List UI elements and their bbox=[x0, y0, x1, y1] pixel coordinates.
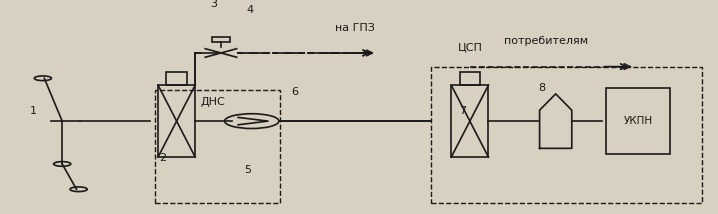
Text: 2: 2 bbox=[159, 153, 166, 163]
Bar bbox=[606, 88, 670, 154]
Text: 6: 6 bbox=[291, 87, 298, 97]
Text: 5: 5 bbox=[245, 165, 251, 175]
Bar bbox=[452, 85, 488, 157]
Bar bbox=[212, 37, 230, 42]
Text: ДНС: ДНС bbox=[200, 97, 225, 107]
Bar bbox=[167, 72, 187, 85]
Text: потребителям: потребителям bbox=[504, 36, 589, 46]
Bar bbox=[431, 67, 702, 203]
Text: УКПН: УКПН bbox=[623, 116, 653, 126]
Bar bbox=[155, 90, 280, 203]
Text: 7: 7 bbox=[459, 106, 466, 116]
Text: 3: 3 bbox=[210, 0, 218, 9]
Text: 4: 4 bbox=[246, 5, 253, 15]
Bar bbox=[460, 72, 480, 85]
Text: на ГПЗ: на ГПЗ bbox=[335, 23, 376, 33]
Bar bbox=[158, 85, 195, 157]
Text: ЦСП: ЦСП bbox=[457, 42, 482, 52]
Text: 8: 8 bbox=[538, 83, 545, 93]
Text: 1: 1 bbox=[30, 106, 37, 116]
